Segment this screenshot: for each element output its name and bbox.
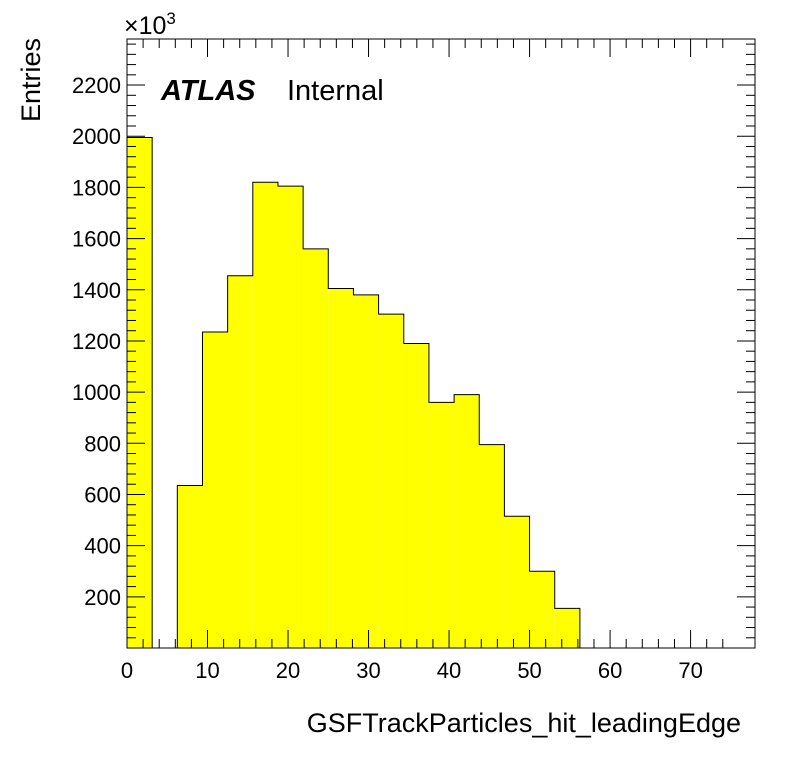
- histogram-bar: [328, 288, 354, 648]
- x-axis-title: GSFTrackParticles_hit_leadingEdge: [307, 708, 741, 738]
- y-tick-label: 800: [84, 431, 121, 456]
- y-tick-label: 600: [84, 482, 121, 507]
- y-tick-label: 1000: [72, 380, 121, 405]
- tick-labels: 0 10 20 30 40 50 60 70 200 400 600 800 1000 1200 1400 1…: [72, 73, 703, 683]
- histogram-bar: [177, 485, 203, 648]
- y-tick-label: 1800: [72, 175, 121, 200]
- y-tick-label: 1200: [72, 329, 121, 354]
- y-tick-label: 2000: [72, 124, 121, 149]
- x-tick-label: 0: [121, 658, 133, 683]
- y-tick-label: 2200: [72, 73, 121, 98]
- y-tick-label: 400: [84, 534, 121, 559]
- y-tick-label: 1600: [72, 227, 121, 252]
- x-tick-label: 30: [356, 658, 380, 683]
- histogram-bar: [554, 608, 580, 648]
- histogram-bar: [252, 182, 278, 648]
- y-tick-label: 1400: [72, 278, 121, 303]
- x-tick-label: 40: [437, 658, 461, 683]
- histogram-bar: [428, 402, 455, 648]
- y-axis-title: Entries: [16, 38, 46, 122]
- histogram-bar: [454, 394, 480, 648]
- y-tick-label: 200: [84, 585, 121, 610]
- atlas-label: ATLAS: [160, 75, 256, 107]
- histogram-bar: [353, 294, 379, 648]
- histogram-bar: [529, 571, 555, 648]
- x-tick-label: 60: [598, 658, 622, 683]
- histogram-bar: [378, 314, 404, 648]
- histogram-bar: [303, 248, 329, 648]
- histogram-bar: [403, 343, 429, 648]
- axis-ticks: [126, 39, 755, 649]
- y-multiplier-exponent: 3: [166, 9, 175, 28]
- internal-label: Internal: [287, 75, 384, 107]
- histogram-bar: [227, 275, 253, 648]
- y-multiplier: ×103: [124, 9, 176, 40]
- plot-frame: [126, 38, 756, 649]
- histogram-bar: [127, 137, 153, 648]
- x-tick-label: 70: [678, 658, 702, 683]
- histogram-outline: [126, 137, 755, 649]
- histogram-bar: [479, 444, 505, 648]
- histogram-bar: [202, 331, 228, 648]
- histogram-bar: [504, 516, 530, 648]
- histogram-bar: [277, 186, 304, 648]
- histogram-bars: [126, 137, 755, 649]
- x-tick-label: 50: [517, 658, 541, 683]
- x-tick-label: 10: [195, 658, 219, 683]
- x-tick-label: 20: [276, 658, 300, 683]
